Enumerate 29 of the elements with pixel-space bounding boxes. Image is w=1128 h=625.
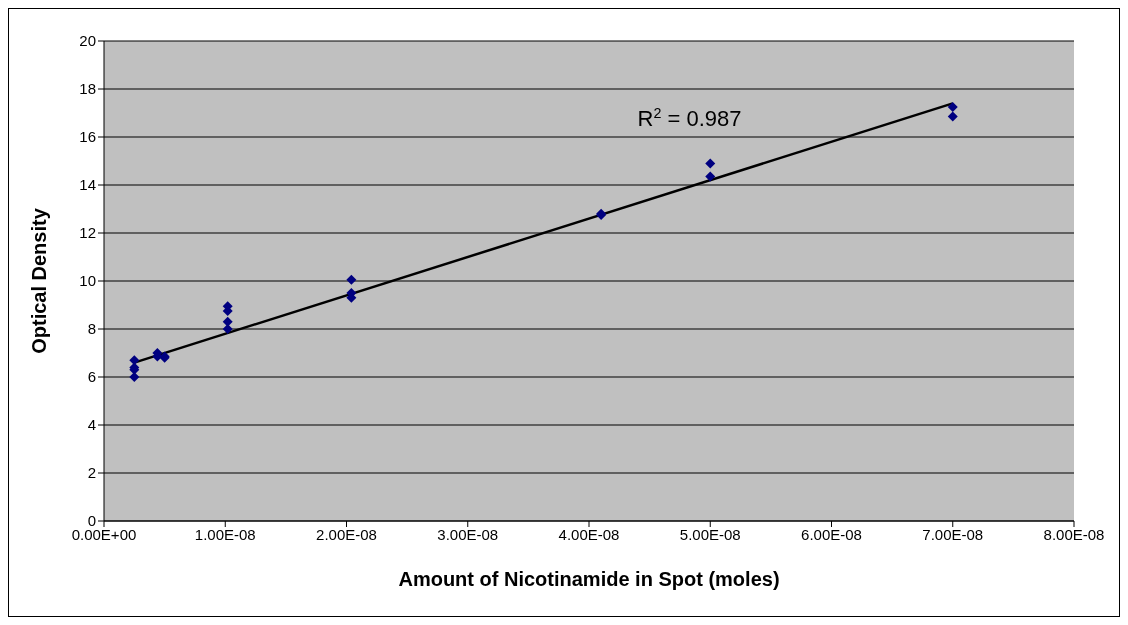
point [947,111,958,122]
y-tick-label: 14 [79,176,96,194]
annotation: R$^{2}$ = 0.987 [637,105,742,131]
x-tick-label: 1.00E-08 [194,525,256,543]
y-tick-label: 16 [79,128,96,146]
point [705,171,716,182]
y-tick-label: 2 [87,464,96,482]
y-tick-label: 8 [87,320,96,338]
x-tick-label: 3.00E-08 [437,525,499,543]
x-tick-label: 2.00E-08 [316,525,377,543]
point [947,102,958,112]
point [346,274,357,285]
y-axis-title: Optical Density [28,207,51,354]
x-tick-label: 6.00E-08 [801,525,862,543]
point [129,372,140,382]
y-tick-label: 10 [79,272,96,290]
point [222,316,233,327]
y-tick-label: 20 [79,32,96,50]
y-tick-label: 6 [87,368,96,386]
point [222,324,233,334]
x-axis-title: Amount of Nicotinamide in Spot (moles) [398,568,780,590]
point [705,158,716,169]
y-tick-label: 4 [87,416,96,434]
x-tick-label: 5.00E-08 [679,525,741,543]
y-tick-label: 12 [79,224,96,242]
x-tick-label: 8.00E-08 [1043,525,1105,543]
y-tick-label: 18 [79,80,96,98]
x-tick-label: 4.00E-08 [558,525,620,543]
x-tick-label: 7.00E-08 [922,525,984,543]
